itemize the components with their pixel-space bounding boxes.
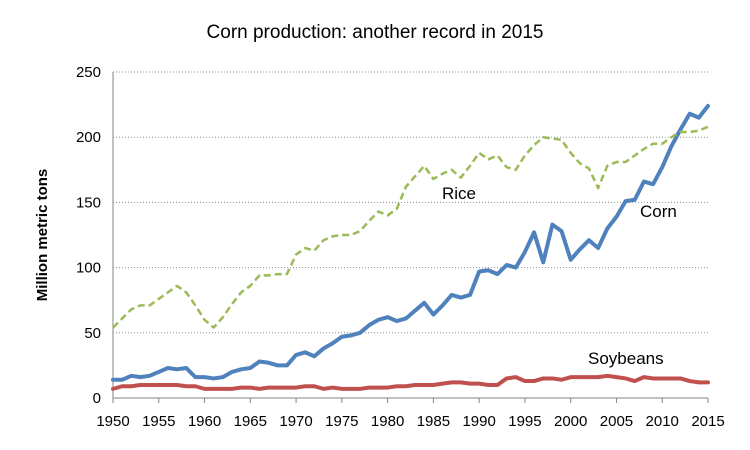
x-tick-label: 1960 (188, 413, 221, 430)
axes: 0 50 100 150 200 250 1950 1955 1960 1965 1970 1975 1… (76, 64, 725, 430)
y-axis-label: Million metric tons (34, 169, 51, 302)
x-tick-label: 2010 (646, 413, 679, 430)
corn-series-line (111, 103, 710, 382)
x-tick-label: 1990 (462, 413, 495, 430)
x-tick-label: 1970 (279, 413, 312, 430)
x-tick-label: 2005 (600, 413, 633, 430)
y-tick-label: 0 (93, 390, 101, 407)
x-tick-label: 2000 (554, 413, 587, 430)
y-tick-label: 50 (84, 325, 101, 342)
y-tick-label: 200 (76, 129, 101, 146)
x-tick-label: 1980 (371, 413, 404, 430)
soybeans-series-label: Soybeans (588, 349, 664, 368)
rice-series-line (112, 125, 709, 329)
corn-series-label: Corn (640, 202, 677, 221)
chart-title: Corn production: another record in 2015 (207, 22, 544, 43)
gridlines (113, 71, 708, 334)
series-labels: Rice Corn Soybeans (442, 184, 677, 368)
x-tick-label: 1965 (234, 413, 267, 430)
x-tick-label: 1995 (508, 413, 541, 430)
y-tick-label: 250 (76, 64, 101, 81)
x-tick-label: 1950 (96, 413, 129, 430)
y-tick-label: 150 (76, 194, 101, 211)
x-tick-label: 2015 (691, 413, 724, 430)
x-tick-label: 1955 (142, 413, 175, 430)
x-tick-label: 1985 (417, 413, 450, 430)
soybeans-series-line (111, 373, 710, 391)
y-tick-label: 100 (76, 260, 101, 277)
series-lines (111, 103, 710, 391)
x-tick-label: 1975 (325, 413, 358, 430)
rice-series-label: Rice (442, 184, 476, 203)
